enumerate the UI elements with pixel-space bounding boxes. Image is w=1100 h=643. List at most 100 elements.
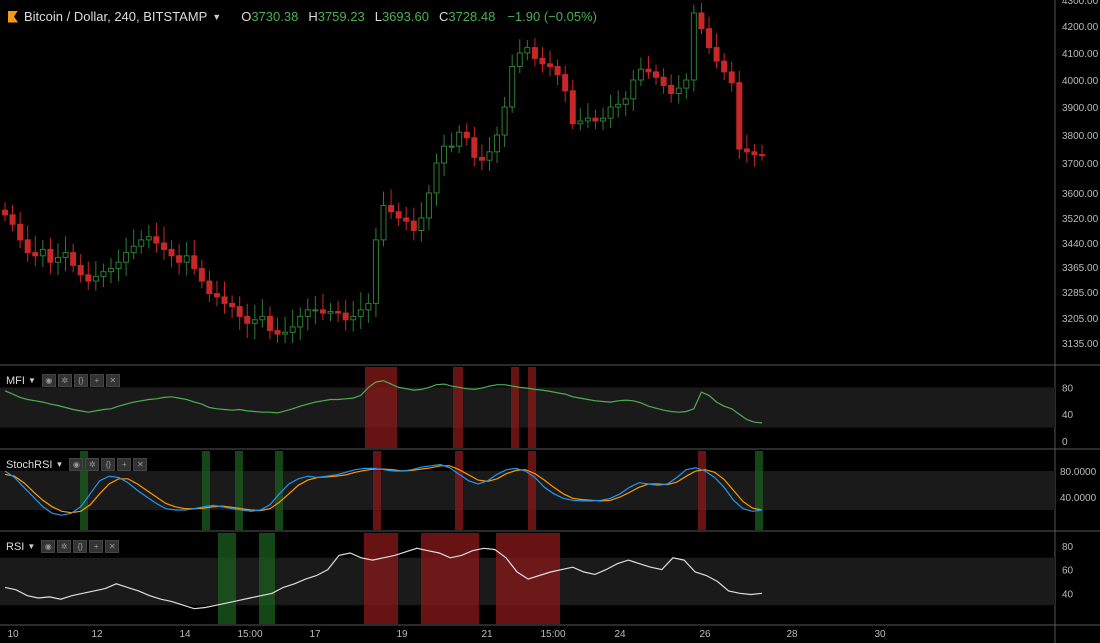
candle xyxy=(274,330,281,335)
candle xyxy=(743,148,750,153)
candle xyxy=(516,52,523,67)
candle xyxy=(206,280,213,295)
stoch-band xyxy=(0,471,1055,510)
chevron-down-icon[interactable]: ▼ xyxy=(212,11,222,22)
stoch-k-line xyxy=(4,463,763,516)
price-tick-label: 3520.00 xyxy=(1062,214,1099,225)
candle xyxy=(607,106,614,119)
candle xyxy=(123,252,130,263)
stoch-highlight-green xyxy=(275,451,283,530)
code-icon[interactable]: {} xyxy=(101,458,116,471)
mfi-pane-title[interactable]: MFI ▼ ◉ ✲{} + ✕ xyxy=(6,374,120,387)
add-icon[interactable]: + xyxy=(117,458,132,471)
candle xyxy=(138,239,145,247)
stoch-highlight-red xyxy=(698,451,706,530)
rsi-pane-title[interactable]: RSI ▼ ◉ ✲{} + ✕ xyxy=(6,540,120,553)
mfi-band xyxy=(0,387,1055,428)
candle xyxy=(751,151,758,156)
close-icon[interactable]: ✕ xyxy=(133,458,148,471)
candle xyxy=(721,60,728,73)
candle xyxy=(221,296,228,304)
settings-icon[interactable]: ✲ xyxy=(57,540,72,553)
candle xyxy=(153,236,160,244)
candle xyxy=(660,76,667,86)
mfi-highlight xyxy=(365,367,397,448)
stoch-tick-label: 80.0000 xyxy=(1060,467,1097,478)
candle xyxy=(92,275,99,282)
mfi-tick-label: 0 xyxy=(1062,437,1068,448)
candle xyxy=(251,319,258,324)
symbol-title[interactable]: Bitcoin / Dollar, 240, BITSTAMP xyxy=(24,9,208,24)
mfi-highlight xyxy=(528,367,536,448)
mfi-highlight xyxy=(511,367,519,448)
candle xyxy=(698,12,705,30)
mfi-line xyxy=(4,380,763,424)
candle xyxy=(736,82,743,150)
eye-icon[interactable]: ◉ xyxy=(41,540,56,553)
candle xyxy=(259,315,266,321)
stoch-highlight-red xyxy=(373,451,381,530)
candle xyxy=(759,154,765,157)
candle xyxy=(531,47,538,59)
candle xyxy=(478,156,485,161)
add-icon[interactable]: + xyxy=(89,540,104,553)
close-icon[interactable]: ✕ xyxy=(105,540,120,553)
candle xyxy=(77,264,84,276)
candle xyxy=(600,117,607,122)
chevron-down-icon[interactable]: ▼ xyxy=(55,460,64,469)
add-icon[interactable]: + xyxy=(89,374,104,387)
candle xyxy=(304,309,311,317)
candle xyxy=(213,293,220,298)
time-tick-label: 24 xyxy=(614,629,626,640)
price-tick-label: 4200.00 xyxy=(1062,22,1099,33)
stoch-highlight-red xyxy=(528,451,536,530)
time-tick-label: 21 xyxy=(481,629,493,640)
price-tick-label: 3900.00 xyxy=(1062,103,1099,114)
candle xyxy=(130,245,137,254)
candle xyxy=(554,66,561,76)
candle xyxy=(690,12,697,81)
candle xyxy=(335,311,342,314)
chevron-down-icon[interactable]: ▼ xyxy=(27,542,36,551)
close-icon[interactable]: ✕ xyxy=(105,374,120,387)
code-icon[interactable]: {} xyxy=(73,540,88,553)
candle xyxy=(630,79,637,100)
price-tick-label: 3285.00 xyxy=(1062,288,1099,299)
time-tick-label: 28 xyxy=(786,629,798,640)
settings-icon[interactable]: ✲ xyxy=(57,374,72,387)
candle xyxy=(312,309,319,312)
candle xyxy=(653,71,660,78)
time-tick-label: 19 xyxy=(396,629,408,640)
candle xyxy=(486,151,493,161)
time-tick-label: 10 xyxy=(7,629,19,640)
eye-icon[interactable]: ◉ xyxy=(41,374,56,387)
price-tick-label: 3440.00 xyxy=(1062,239,1099,250)
candle xyxy=(509,66,516,108)
stochrsi-pane-title[interactable]: StochRSI ▼ ◉ ✲{} + ✕ xyxy=(6,458,148,471)
candle xyxy=(100,271,107,277)
time-tick-label: 12 xyxy=(91,629,103,640)
code-icon[interactable]: {} xyxy=(73,374,88,387)
candle xyxy=(168,248,175,257)
chevron-down-icon[interactable]: ▼ xyxy=(27,376,36,385)
settings-icon[interactable]: ✲ xyxy=(85,458,100,471)
candle xyxy=(380,205,387,241)
candle xyxy=(85,274,92,282)
close-value: 3728.48 xyxy=(448,9,496,24)
price-tick-label: 3205.00 xyxy=(1062,314,1099,325)
candle xyxy=(410,220,417,231)
open-value: 3730.38 xyxy=(251,9,299,24)
candle xyxy=(425,192,432,219)
price-tick-label: 4000.00 xyxy=(1062,76,1099,87)
mfi-highlight xyxy=(453,367,463,448)
candle xyxy=(615,103,622,108)
rsi-tick-label: 40 xyxy=(1062,589,1074,600)
candle xyxy=(562,74,569,92)
candle xyxy=(229,302,236,308)
candle xyxy=(569,90,576,125)
candle xyxy=(706,28,713,49)
eye-icon[interactable]: ◉ xyxy=(69,458,84,471)
rsi-label: RSI xyxy=(6,540,25,553)
rsi-highlight-red xyxy=(364,533,398,624)
